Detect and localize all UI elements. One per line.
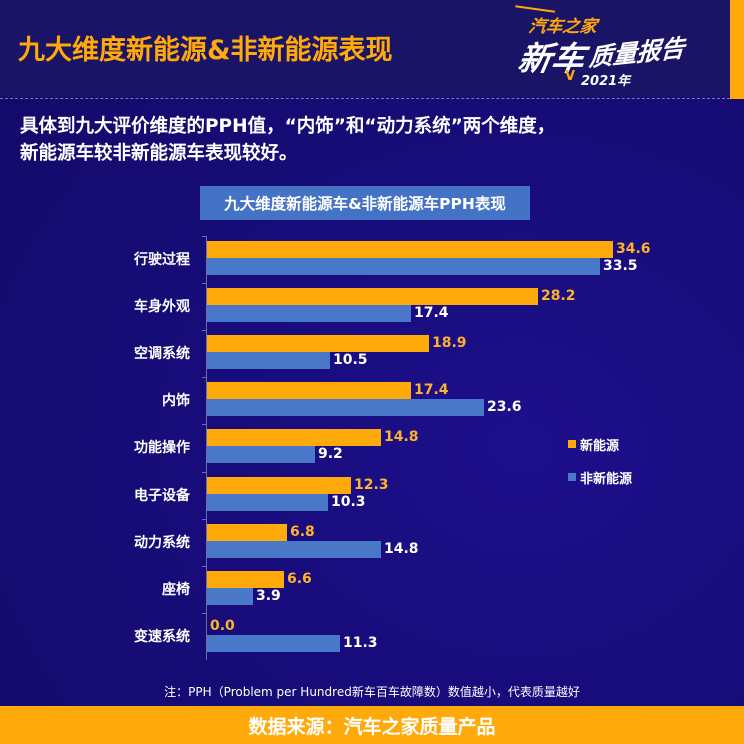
category-label: 内饰 [162, 393, 190, 409]
axis-tick [202, 613, 207, 614]
axis-tick [202, 472, 207, 473]
report-logo: 汽车之家 新车 质量报告 V 2021年 [514, 5, 715, 92]
chevron-down-icon: V [565, 69, 576, 84]
chart-legend: 新能源 非新能源 [568, 435, 632, 501]
value-label: 18.9 [432, 335, 467, 351]
value-label: 10.3 [331, 494, 366, 510]
value-label: 33.5 [603, 258, 638, 274]
axis-tick [202, 424, 207, 425]
legend-item-ice: 非新能源 [568, 468, 633, 487]
category-label: 动力系统 [134, 535, 190, 551]
bar-non-new-energy [207, 588, 253, 605]
axis-tick [202, 330, 207, 331]
category-label: 空调系统 [134, 346, 190, 362]
bar-non-new-energy [207, 541, 381, 558]
footer-bar: 数据来源：汽车之家质量产品 [0, 706, 744, 744]
legend-label: 非新能源 [580, 471, 633, 487]
value-label: 11.3 [343, 635, 378, 651]
category-label: 车身外观 [134, 299, 190, 315]
summary-text: 具体到九大评价维度的PPH值，“内饰”和“动力系统”两个维度， 新能源车较非新能… [20, 113, 720, 167]
bar-non-new-energy [207, 258, 600, 275]
value-label: 14.8 [384, 429, 419, 445]
axis-tick [202, 377, 207, 378]
category-label: 电子设备 [134, 488, 190, 504]
chart-title: 九大维度新能源车&非新能源车PPH表现 [200, 186, 530, 220]
value-label: 0.0 [210, 618, 235, 634]
logo-year: 2021年 [581, 74, 631, 89]
axis-tick [202, 566, 207, 567]
value-label: 6.6 [287, 571, 312, 587]
value-label: 34.6 [616, 241, 651, 257]
bar-new-energy [207, 335, 429, 352]
bar-non-new-energy [207, 494, 328, 511]
bar-new-energy [207, 288, 538, 305]
axis-tick [202, 519, 207, 520]
bar-non-new-energy [207, 305, 411, 322]
value-label: 14.8 [384, 541, 419, 557]
category-label: 行驶过程 [134, 252, 190, 268]
footnote: 注：PPH（Problem per Hundred新车百车故障数）数值越小，代表… [164, 685, 580, 699]
category-label: 变速系统 [134, 629, 190, 645]
orange-edge-strip [730, 0, 744, 99]
summary-line-1: 具体到九大评价维度的PPH值，“内饰”和“动力系统”两个维度， [20, 116, 556, 137]
category-label: 功能操作 [134, 440, 190, 456]
value-label: 6.8 [290, 524, 315, 540]
summary-line-2: 新能源车较非新能源车表现较好。 [20, 143, 298, 164]
bar-new-energy [207, 571, 284, 588]
value-label: 23.6 [487, 399, 522, 415]
y-axis-line [206, 236, 207, 660]
bar-new-energy [207, 382, 411, 399]
value-label: 10.5 [333, 352, 368, 368]
legend-swatch-blue [568, 473, 576, 481]
value-label: 17.4 [414, 305, 449, 321]
header-divider [0, 98, 730, 99]
bar-new-energy [207, 477, 351, 494]
category-label: 座椅 [162, 582, 190, 598]
page-title: 九大维度新能源&非新能源表现 [18, 35, 393, 66]
axis-tick [202, 283, 207, 284]
bar-non-new-energy [207, 399, 484, 416]
value-label: 28.2 [541, 288, 576, 304]
value-label: 9.2 [318, 446, 343, 462]
bar-new-energy [207, 429, 381, 446]
axis-tick [202, 236, 207, 237]
bar-non-new-energy [207, 352, 330, 369]
legend-label: 新能源 [580, 438, 620, 454]
data-source: 数据来源：汽车之家质量产品 [248, 715, 496, 738]
bar-non-new-energy [207, 635, 340, 652]
value-label: 3.9 [256, 588, 281, 604]
legend-item-nev: 新能源 [568, 435, 632, 454]
bar-new-energy [207, 524, 287, 541]
header-bar: 九大维度新能源&非新能源表现 汽车之家 新车 质量报告 V 2021年 [0, 0, 744, 99]
bar-non-new-energy [207, 446, 315, 463]
value-label: 17.4 [414, 382, 449, 398]
bar-new-energy [207, 241, 613, 258]
legend-swatch-orange [568, 440, 576, 448]
value-label: 12.3 [354, 477, 389, 493]
